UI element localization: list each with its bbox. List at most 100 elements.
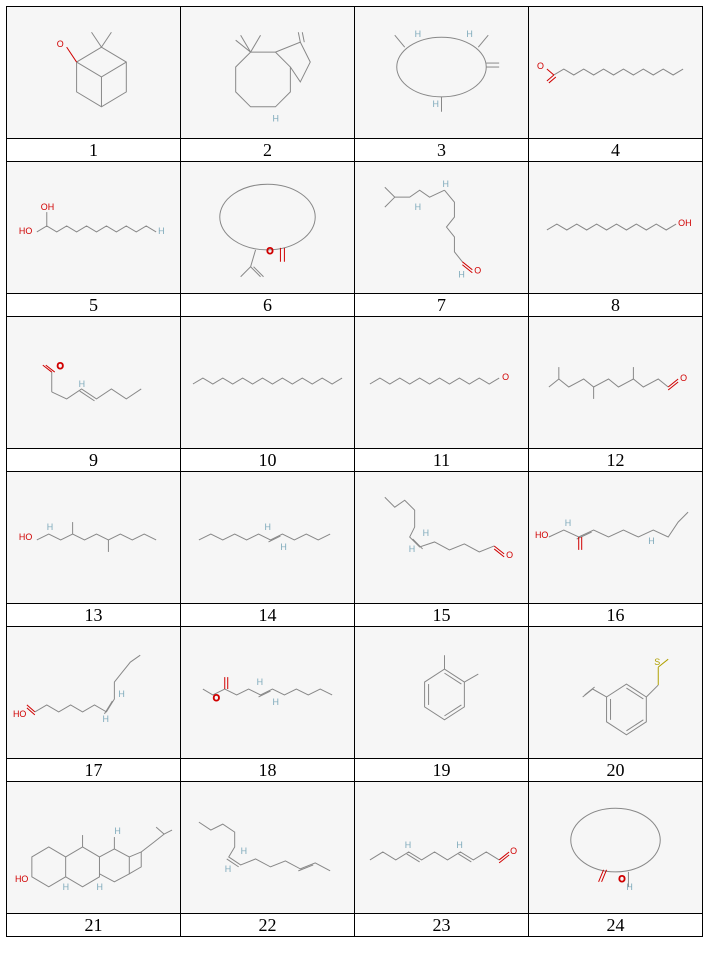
num-label: 23: [433, 915, 451, 935]
svg-text:H: H: [280, 542, 286, 552]
svg-text:O: O: [267, 246, 274, 256]
svg-text:S: S: [654, 657, 660, 667]
svg-text:O: O: [537, 61, 544, 71]
structure-number: 16: [529, 604, 703, 627]
structure-number: 3: [355, 139, 529, 162]
num-label: 12: [607, 450, 625, 470]
structure-svg: O: [529, 7, 702, 138]
structure-number: 9: [7, 449, 181, 472]
structure-svg: HO OH H: [7, 162, 180, 293]
structure-svg: H H O: [355, 472, 528, 603]
structure-svg: O: [181, 162, 354, 293]
svg-text:HO: HO: [13, 709, 26, 719]
structure-number: 12: [529, 449, 703, 472]
svg-text:O: O: [680, 373, 687, 383]
structure-number: 5: [7, 294, 181, 317]
structure-cell-18: O H H: [181, 627, 355, 759]
structure-number: 18: [181, 759, 355, 782]
num-label: 15: [433, 605, 451, 625]
svg-text:H: H: [648, 536, 654, 546]
structure-grid: O H H H H O 1 2 3 4 HO OH H: [6, 6, 703, 937]
svg-text:H: H: [265, 522, 271, 532]
svg-text:H: H: [415, 29, 421, 39]
structure-number: 23: [355, 914, 529, 937]
num-label: 7: [437, 295, 446, 315]
structure-svg: H H H: [355, 7, 528, 138]
num-label: 24: [607, 915, 625, 935]
structure-number: 15: [355, 604, 529, 627]
structure-cell-23: H H O: [355, 782, 529, 914]
svg-text:HO: HO: [15, 874, 28, 884]
structure-cell-2: H: [181, 7, 355, 139]
num-label: 5: [89, 295, 98, 315]
structure-svg: H: [181, 7, 354, 138]
structure-cell-17: HO H H: [7, 627, 181, 759]
structure-svg: O H H: [181, 627, 354, 758]
svg-text:H: H: [241, 846, 247, 856]
num-label: 9: [89, 450, 98, 470]
num-label: 18: [259, 760, 277, 780]
num-label: 8: [611, 295, 620, 315]
structure-number: 22: [181, 914, 355, 937]
structure-cell-6: O: [181, 162, 355, 294]
structure-svg: S: [529, 627, 702, 758]
structure-cell-20: S: [529, 627, 703, 759]
svg-text:H: H: [466, 29, 472, 39]
svg-text:HO: HO: [19, 532, 32, 542]
svg-text:H: H: [102, 714, 108, 724]
num-label: 14: [259, 605, 277, 625]
structure-svg: H H O: [355, 782, 528, 913]
structure-number: 1: [7, 139, 181, 162]
svg-text:H: H: [458, 270, 464, 280]
structure-cell-24: O H: [529, 782, 703, 914]
svg-text:OH: OH: [41, 202, 54, 212]
structure-cell-12: O: [529, 317, 703, 449]
structure-cell-21: HO H H H: [7, 782, 181, 914]
svg-text:H: H: [118, 689, 124, 699]
structure-cell-11: O: [355, 317, 529, 449]
structure-number: 6: [181, 294, 355, 317]
svg-text:O: O: [474, 266, 481, 276]
svg-text:H: H: [272, 114, 278, 124]
svg-text:O: O: [510, 846, 517, 856]
num-label: 10: [259, 450, 277, 470]
svg-text:H: H: [47, 522, 53, 532]
num-label: 3: [437, 140, 446, 160]
svg-text:HO: HO: [19, 226, 32, 236]
svg-text:OH: OH: [678, 218, 691, 228]
structure-number: 19: [355, 759, 529, 782]
num-label: 2: [263, 140, 272, 160]
structure-svg: H H: [181, 472, 354, 603]
svg-text:H: H: [257, 677, 263, 687]
num-label: 21: [85, 915, 103, 935]
svg-text:O: O: [213, 693, 220, 703]
svg-text:H: H: [565, 518, 571, 528]
structure-cell-15: H H O: [355, 472, 529, 604]
structure-number: 10: [181, 449, 355, 472]
svg-text:H: H: [456, 840, 462, 850]
svg-text:H: H: [79, 379, 85, 389]
svg-text:H: H: [272, 697, 278, 707]
svg-text:H: H: [63, 882, 69, 892]
num-label: 16: [607, 605, 625, 625]
structure-svg: HO H H H: [7, 782, 180, 913]
structure-cell-9: O H: [7, 317, 181, 449]
structure-svg: HO H H: [529, 472, 702, 603]
structure-cell-10: [181, 317, 355, 449]
structure-svg: O: [7, 7, 180, 138]
svg-text:O: O: [618, 874, 625, 884]
svg-text:O: O: [57, 39, 64, 49]
structure-number: 17: [7, 759, 181, 782]
num-label: 19: [433, 760, 451, 780]
structure-number: 14: [181, 604, 355, 627]
structure-svg: O H: [7, 317, 180, 448]
structure-svg: O: [355, 317, 528, 448]
structure-svg: [355, 627, 528, 758]
num-label: 11: [433, 450, 450, 470]
structure-svg: O H: [529, 782, 702, 913]
structure-svg: H H: [181, 782, 354, 913]
svg-text:H: H: [405, 840, 411, 850]
num-label: 1: [89, 140, 98, 160]
structure-number: 2: [181, 139, 355, 162]
structure-cell-19: [355, 627, 529, 759]
